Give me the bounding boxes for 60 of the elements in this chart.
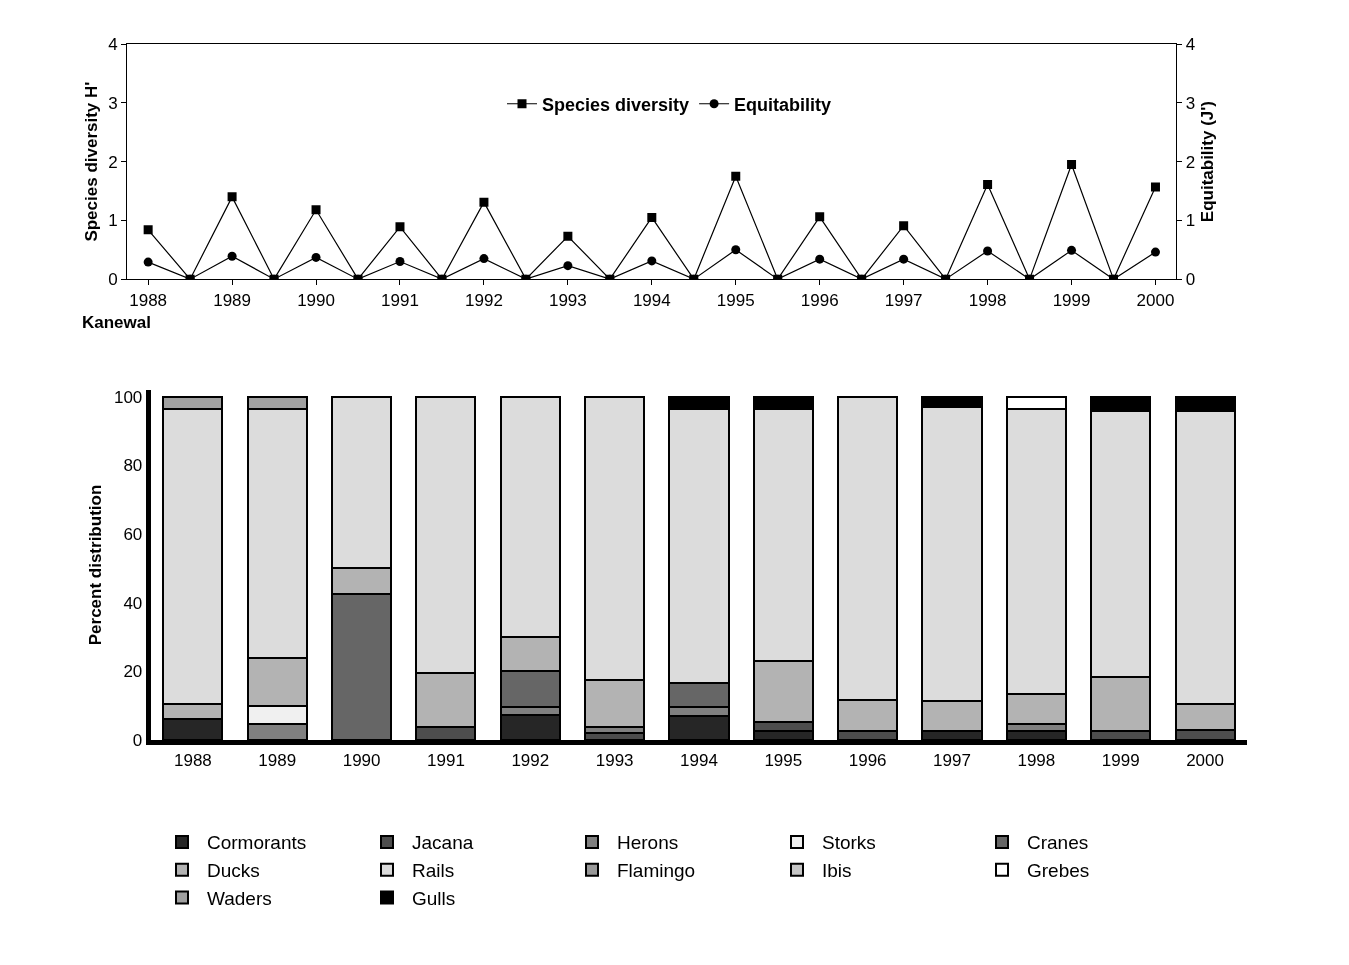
legend-label: Equitability [734, 94, 832, 115]
x-tick-label: 1994 [680, 750, 718, 770]
legend-label: Grebes [1027, 860, 1090, 882]
y-tick-label: 0 [108, 270, 118, 290]
x-tick-label: 1993 [548, 290, 587, 310]
x-tick-label: 1998 [968, 290, 1007, 310]
legend-label: Ibis [822, 860, 852, 882]
y-tick-label: 3 [108, 93, 118, 113]
x-tick-label: 1991 [427, 750, 465, 770]
x-tick-label: 1996 [800, 290, 839, 310]
x-tick-label: 2000 [1136, 290, 1175, 310]
y-tick-label: 80 [123, 456, 143, 476]
x-tick-label: 1990 [297, 290, 335, 310]
x-tick-label: 1997 [884, 290, 923, 310]
legend-label: Cranes [1027, 832, 1089, 854]
x-tick-label: 1989 [213, 290, 251, 310]
x-tick-label: 1998 [1017, 750, 1056, 770]
y-axis-title: Percent distribution [85, 484, 105, 646]
x-tick-label: 1991 [381, 290, 419, 310]
legend-label: Waders [207, 887, 272, 909]
legend-label: Ducks [207, 860, 260, 882]
x-tick-label: 1996 [848, 750, 887, 770]
chart-title: Kanewal [82, 313, 151, 332]
y-axis-title: Species diversity H' [81, 81, 101, 242]
x-tick-label: 1990 [342, 750, 381, 770]
y-tick-label: 60 [123, 525, 143, 545]
y2-axis-title: Equitability (J') [1197, 101, 1217, 223]
y2-tick-label: 1 [1185, 211, 1196, 231]
y-tick-label: 4 [108, 35, 118, 54]
y2-tick-label: 4 [1185, 35, 1196, 54]
legend-label: Species diversity [542, 94, 690, 115]
y-tick-label: 20 [123, 662, 143, 682]
y-tick-label: 40 [123, 593, 143, 613]
legend-label: Jacana [412, 832, 474, 854]
legend-label: Herons [617, 832, 679, 854]
x-tick-label: 1994 [632, 290, 671, 310]
x-tick-label: 1995 [716, 290, 755, 310]
legend-label: Storks [822, 832, 876, 854]
legend-label: Rails [412, 860, 455, 882]
x-tick-label: 1988 [129, 290, 168, 310]
y-tick-label: 100 [113, 387, 143, 407]
x-tick-label: 1988 [174, 750, 212, 770]
y2-tick-label: 3 [1185, 93, 1196, 113]
y-tick-label: 1 [108, 211, 118, 231]
legend-label: Gulls [412, 887, 456, 909]
x-tick-label: 1995 [764, 750, 803, 770]
y2-tick-label: 2 [1185, 152, 1196, 172]
x-tick-label: 1992 [465, 290, 503, 310]
x-tick-label: 2000 [1186, 750, 1224, 770]
legend-label: Cormorants [207, 832, 307, 854]
x-tick-label: 1993 [595, 750, 634, 770]
x-tick-label: 1989 [258, 750, 297, 770]
y2-tick-label: 0 [1185, 270, 1196, 290]
x-tick-label: 1999 [1052, 290, 1091, 310]
x-tick-label: 1992 [511, 750, 550, 770]
legend-label: Flamingo [617, 860, 696, 882]
y-tick-label: 0 [132, 731, 143, 751]
y-tick-label: 2 [108, 152, 118, 172]
x-tick-label: 1999 [1101, 750, 1140, 770]
x-tick-label: 1997 [933, 750, 971, 770]
